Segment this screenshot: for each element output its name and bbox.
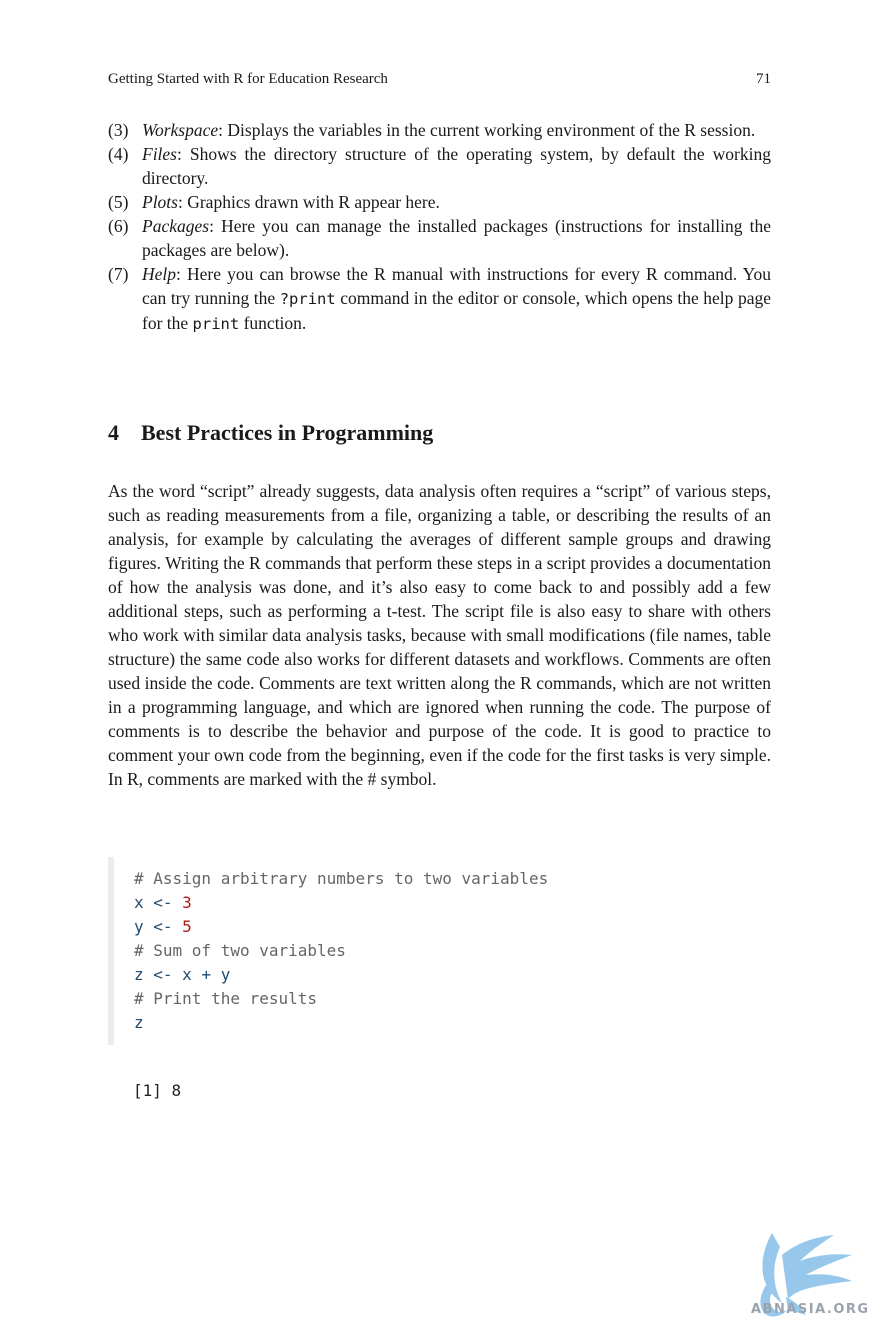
list-item: (6) Packages: Here you can manage the ins… <box>108 214 771 262</box>
watermark-text: ABNASIA.ORG <box>751 1302 870 1317</box>
code-comment: # Assign arbitrary numbers to two variab… <box>134 869 549 888</box>
list-item-text: : Displays the variables in the current … <box>218 120 756 140</box>
code-comment: # Print the results <box>134 989 318 1008</box>
list-item-term: Files <box>142 144 177 164</box>
list-item-help: (7) Help: Here you can browse the R manua… <box>108 262 771 336</box>
feature-list: (3) Workspace: Displays the variables in … <box>108 118 771 336</box>
code-variable: z <box>134 1013 144 1032</box>
code-variable: y <box>134 917 144 936</box>
list-item-number: (6) <box>108 216 129 236</box>
section-title: Best Practices in Programming <box>141 420 434 445</box>
code-line: # Sum of two variables <box>134 939 548 963</box>
inline-code: print <box>192 315 240 333</box>
code-line: z <- x + y <box>134 963 548 987</box>
list-item-number: (5) <box>108 192 129 212</box>
list-item-term: Packages <box>142 216 210 236</box>
list-item: (3) Workspace: Displays the variables in … <box>108 118 771 142</box>
list-item-term: Workspace <box>142 120 219 140</box>
watermark-dragon-icon <box>760 1233 852 1317</box>
page-number: 71 <box>756 71 771 87</box>
code-variable: x <box>134 893 144 912</box>
list-item: (4) Files: Shows the directory structure … <box>108 142 771 190</box>
list-item-number: (7) <box>108 264 129 284</box>
code-line: # Print the results <box>134 987 548 1011</box>
code-operator: <- <box>143 965 183 984</box>
list-item-term: Plots <box>142 192 178 212</box>
code-expression: x + y <box>182 965 231 984</box>
code-line: x <- 3 <box>134 891 548 915</box>
list-item-text: command in the editor or console, which … <box>142 288 771 333</box>
list-item-term: Help <box>142 264 177 284</box>
list-item-number: (4) <box>108 144 129 164</box>
code-comment: # Sum of two variables <box>134 941 346 960</box>
section-number: 4 <box>108 420 119 445</box>
code-operator: <- <box>143 893 183 912</box>
section-heading: 4 Best Practices in Programming <box>108 420 433 446</box>
code-operator: <- <box>143 917 183 936</box>
running-head: Getting Started with R for Education Res… <box>108 71 771 88</box>
code-line: # Assign arbitrary numbers to two variab… <box>134 867 548 891</box>
code-variable: z <box>134 965 144 984</box>
list-item-text: function. <box>239 313 307 333</box>
code-line: z <box>134 1011 548 1035</box>
body-paragraph: As the word “script” already suggests, d… <box>108 481 771 789</box>
inline-code: ?print <box>279 290 336 308</box>
list-item-text: : Here you can manage the installed pack… <box>142 216 771 260</box>
list-item-text: : Here you can browse the R manual with … <box>142 264 771 308</box>
list-item-text: : Shows the directory structure of the o… <box>142 144 771 188</box>
code-block: # Assign arbitrary numbers to two variab… <box>108 857 771 1045</box>
running-head-title: Getting Started with R for Education Res… <box>108 71 388 87</box>
list-item-number: (3) <box>108 120 129 140</box>
code-lines: # Assign arbitrary numbers to two variab… <box>134 867 548 1035</box>
code-output: [1] 8 <box>133 1081 182 1100</box>
list-item: (5) Plots: Graphics drawn with R appear h… <box>108 190 771 214</box>
code-number: 3 <box>182 893 192 912</box>
code-number: 5 <box>182 917 192 936</box>
list-item-text: : Graphics drawn with R appear here. <box>177 192 440 212</box>
code-line: y <- 5 <box>134 915 548 939</box>
